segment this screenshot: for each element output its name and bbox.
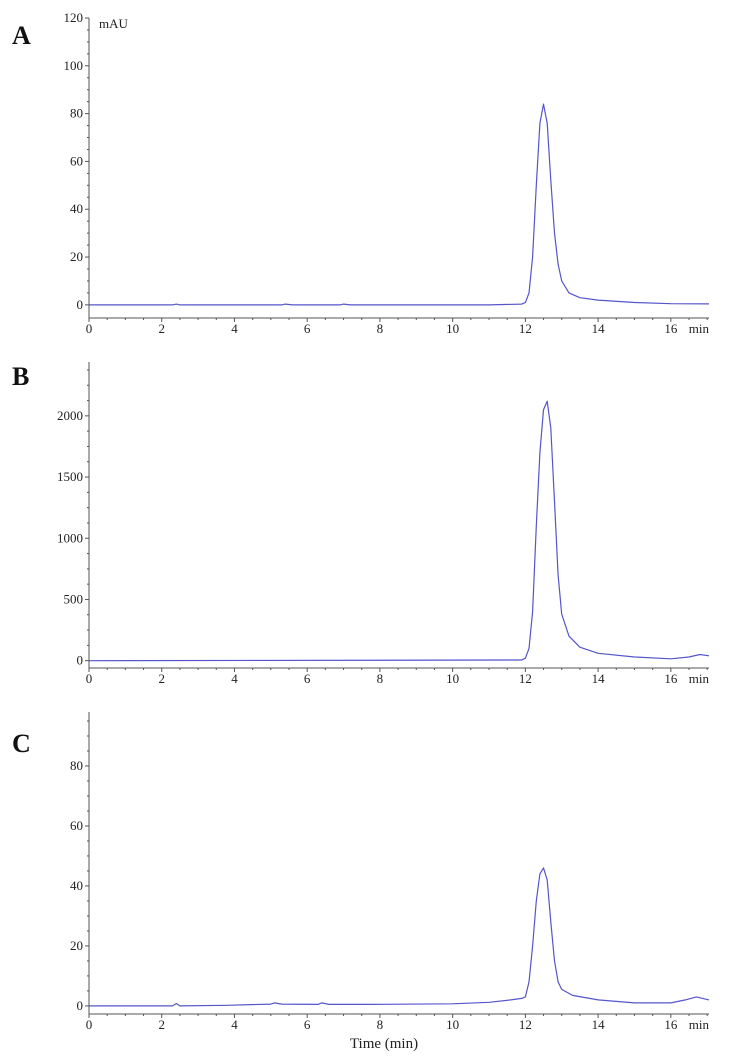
panel-label: C [12,729,31,758]
x-tick-label: 2 [158,1017,165,1032]
x-tick-label: 16 [664,321,678,336]
x-tick-label: 16 [664,671,678,686]
y-axis-label: mAU [99,16,129,31]
x-tick-label: 0 [86,321,93,336]
y-tick-label: 1500 [57,469,83,484]
chromatogram-trace [88,400,710,662]
y-tick-label: 80 [70,106,83,121]
chromatogram-trace [89,103,710,306]
x-tick-label: 14 [592,671,606,686]
panel-label: A [12,21,31,50]
x-tick-label: 6 [304,1017,311,1032]
y-tick-label: 0 [77,998,84,1013]
y-tick-label: 500 [64,591,84,606]
x-tick-label: 10 [446,321,459,336]
y-tick-label: 1000 [57,530,83,545]
x-tick-label: 14 [592,321,606,336]
y-tick-label: 120 [64,10,84,25]
x-tick-label: 4 [231,671,238,686]
x-tick-label: 12 [519,1017,532,1032]
x-tick-label: 8 [377,1017,384,1032]
x-unit-label: min [689,321,710,336]
y-tick-label: 60 [70,153,83,168]
x-tick-label: 2 [158,671,165,686]
chromatogram-trace [89,867,710,1007]
x-tick-label: 14 [592,1017,606,1032]
y-tick-label: 40 [70,201,83,216]
x-tick-label: 2 [158,321,165,336]
x-tick-label: 12 [519,321,532,336]
x-tick-label: 6 [304,321,311,336]
y-tick-label: 60 [70,818,83,833]
x-unit-label: min [689,1017,710,1032]
y-tick-label: 2000 [57,408,83,423]
x-tick-label: 0 [86,671,93,686]
x-tick-label: 0 [86,1017,93,1032]
x-axis-label: Time (min) [350,1036,418,1052]
y-tick-label: 20 [70,938,83,953]
y-tick-label: 100 [64,58,84,73]
x-unit-label: min [689,671,710,686]
panel-a: A 0 20 40 60 80 100 120 0 2 4 6 8 10 12 14 16 min mAU [12,10,709,336]
x-tick-label: 4 [231,321,238,336]
x-tick-label: 4 [231,1017,238,1032]
y-tick-label: 20 [70,249,83,264]
panel-label: B [12,362,29,391]
panel-c: C 0 20 40 60 80 0 2 4 6 8 10 12 14 16 min Time (min) [12,712,709,1052]
x-tick-label: 12 [519,671,532,686]
y-tick-label: 0 [77,297,84,312]
x-tick-label: 8 [377,321,384,336]
y-tick-label: 40 [70,878,83,893]
x-tick-label: 10 [446,671,459,686]
y-tick-label: 80 [70,758,83,773]
x-tick-label: 10 [446,1017,459,1032]
x-tick-label: 16 [664,1017,678,1032]
x-tick-label: 6 [304,671,311,686]
x-tick-label: 8 [377,671,384,686]
panel-b: B 0 500 1000 1500 2000 0 2 4 6 8 10 12 14 16 min [12,362,709,686]
y-tick-label: 0 [77,653,84,668]
